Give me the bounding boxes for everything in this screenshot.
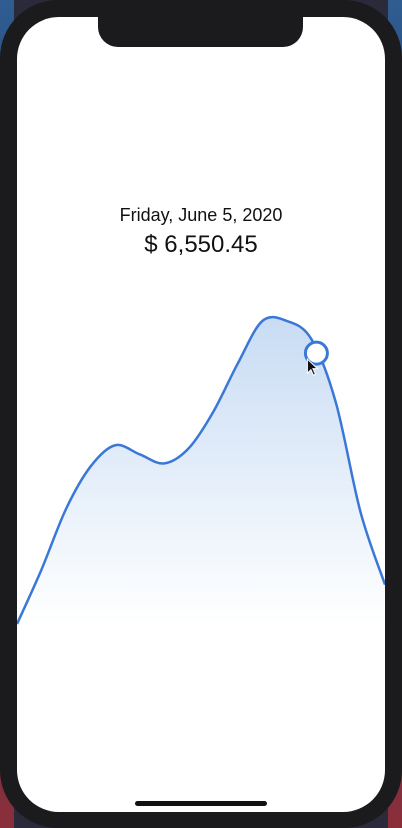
price-chart[interactable] — [17, 17, 385, 812]
selected-price: $ 6,550.45 — [144, 231, 258, 258]
chart-cursor-marker[interactable] — [303, 340, 329, 366]
selected-date: Friday, June 5, 2020 — [119, 205, 283, 225]
chart-line — [17, 315, 385, 625]
home-indicator[interactable] — [135, 801, 267, 806]
device-notch — [98, 17, 303, 47]
chart-area-fill — [17, 317, 385, 624]
app-screen: Friday, June 5, 2020 $ 6,550.45 — [17, 17, 385, 812]
mouse-pointer-icon — [306, 358, 319, 376]
